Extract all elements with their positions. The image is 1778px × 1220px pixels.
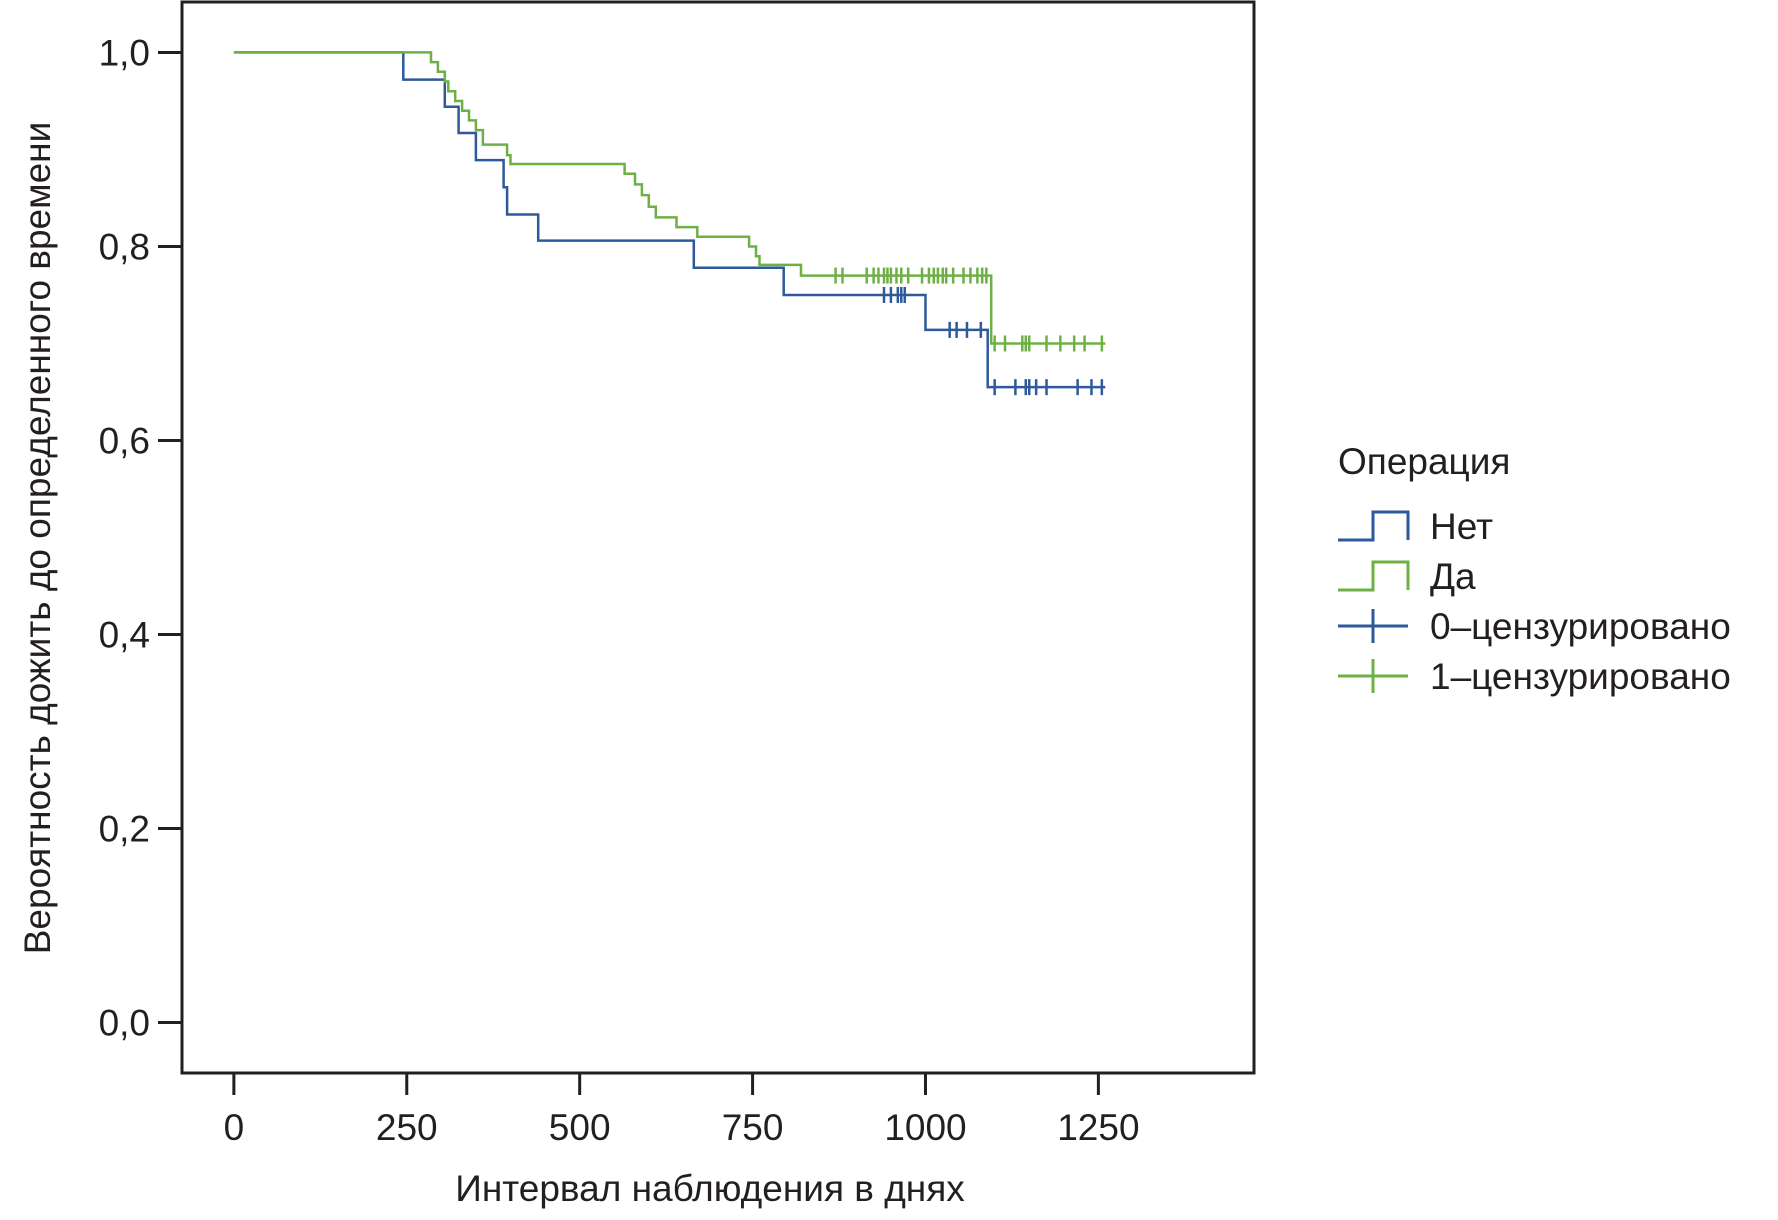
legend-title: Операция [1338,441,1510,482]
x-axis-ticks: 0 250 500 750 1000 1250 [224,1073,1140,1148]
y-axis-ticks: 0,0 0,2 0,4 0,6 0,8 1,0 [99,32,182,1044]
legend: Операция Нет Да 0–цензурировано 1–цензуриро… [1338,441,1731,697]
km-step-line-da [233,51,1106,345]
y-tick-label: 0,2 [99,809,150,850]
legend-label: Да [1430,556,1476,597]
x-tick-label: 250 [376,1107,438,1148]
x-tick-label: 750 [722,1107,784,1148]
plot-frame [180,0,1256,1075]
x-tick-label: 500 [549,1107,611,1148]
y-tick-label: 0,0 [99,1003,150,1044]
legend-swatch-step [1338,560,1410,592]
series-layer [233,51,1106,396]
x-axis-title: Интервал наблюдения в днях [455,1168,965,1209]
y-tick-label: 0,4 [99,615,150,656]
x-tick-label: 1250 [1057,1107,1139,1148]
x-tick-label: 0 [224,1107,245,1148]
y-axis-title: Вероятность дожить до определенного врем… [17,122,58,955]
km-step-line-net [233,51,1106,389]
legend-label: Нет [1430,506,1493,547]
y-tick-label: 1,0 [99,32,150,73]
legend-swatch-step [1338,510,1410,542]
x-tick-label: 1000 [884,1107,966,1148]
y-tick-label: 0,8 [99,226,150,267]
legend-label: 1–цензурировано [1430,656,1731,697]
legend-label: 0–цензурировано [1430,606,1731,647]
y-tick-label: 0,6 [99,420,150,461]
